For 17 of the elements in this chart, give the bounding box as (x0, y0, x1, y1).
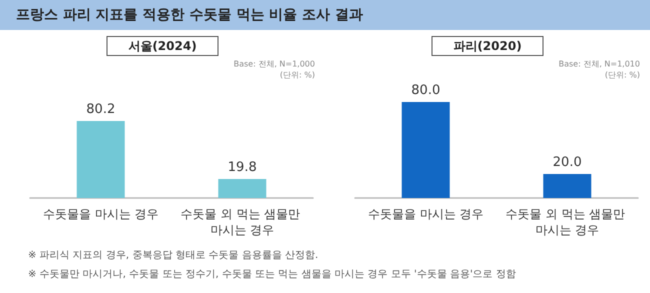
x-tick-label: 수돗물 외 먹는 샘물만 마시는 경우 (506, 207, 629, 237)
x-tick-label: 수돗물을 마시는 경우 (42, 207, 159, 221)
text: Base: 전체, N=1,000 (234, 60, 315, 68)
text: Base: 전체, N=1,010 (558, 60, 640, 68)
x-tick-label: 수돗물을 마시는 경우 (368, 207, 484, 221)
text: (단위: %) (280, 70, 315, 80)
data-label: 20.0 (552, 155, 582, 170)
chart-subtitle: 서울(2024) (128, 39, 197, 53)
text: ※ 파리식 지표의 경우, 중복응답 형태로 수돗물 음용률을 산정함. (28, 249, 320, 263)
data-label: 80.0 (411, 83, 440, 98)
chart-subtitle: 파리(2020) (453, 39, 522, 53)
data-label: 19.8 (228, 160, 257, 175)
text: ※ 수돗물만 마시거나, 수돗물 또는 정수기, 수돗물 또는 먹는 샘물을 마시는 경우 모두 '수돗물 음용'으로 정함 (28, 268, 517, 282)
text: (단위: %) (604, 70, 640, 80)
data-label: 80.2 (86, 102, 116, 118)
x-tick-label: 수돗물 외 먹는 샘물만 마시는 경우 (180, 207, 304, 237)
chart-title: 프랑스 파리 지표를 적용한 수돗물 먹는 비율 조사 결과 (0, 0, 650, 30)
